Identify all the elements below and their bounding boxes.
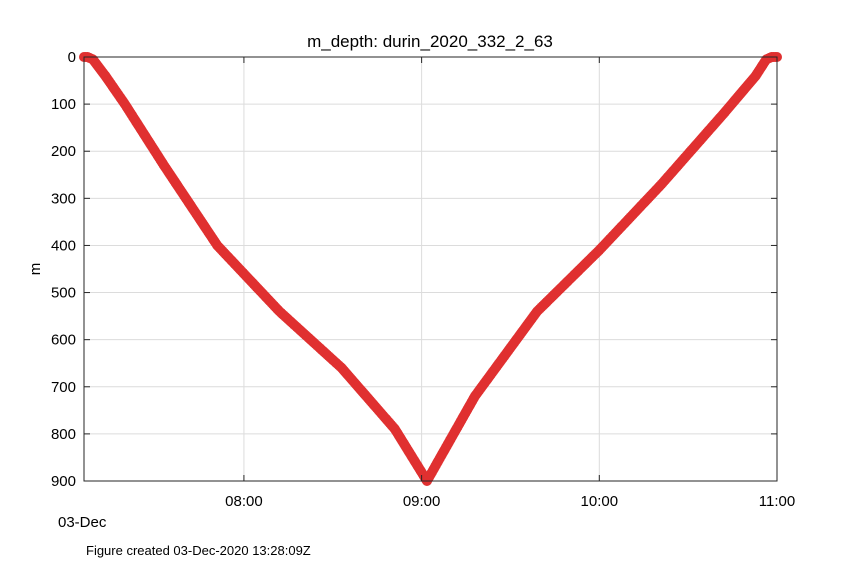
y-tick-label: 100 (51, 96, 76, 113)
x-tick-label: 09:00 (403, 493, 441, 510)
data-markers (79, 52, 782, 486)
y-tick-label: 900 (51, 473, 76, 490)
y-tick-label: 200 (51, 143, 76, 160)
plot-area-frame (83, 56, 778, 482)
y-tick-label: 700 (51, 379, 76, 396)
x-axis-ticks: 08:00 09:00 10:00 11:00 (225, 57, 795, 510)
y-axis-label: m (27, 263, 44, 276)
figure-footer: Figure created 03-Dec-2020 13:28:09Z (86, 543, 311, 558)
date-label: 03-Dec (58, 514, 107, 531)
x-tick-label: 11:00 (759, 493, 795, 510)
y-tick-label: 600 (51, 332, 76, 349)
x-tick-label: 10:00 (581, 493, 619, 510)
y-tick-label: 400 (51, 237, 76, 254)
y-tick-label: 800 (51, 426, 76, 443)
y-axis-ticks: 0 100 200 300 400 500 600 700 800 900 (51, 49, 777, 490)
grid-lines (84, 56, 778, 482)
x-tick-label: 08:00 (225, 493, 263, 510)
y-tick-label: 0 (68, 49, 76, 66)
chart-title: m_depth: durin_2020_332_2_63 (307, 32, 553, 51)
y-tick-label: 300 (51, 190, 76, 207)
y-tick-label: 500 (51, 285, 76, 302)
